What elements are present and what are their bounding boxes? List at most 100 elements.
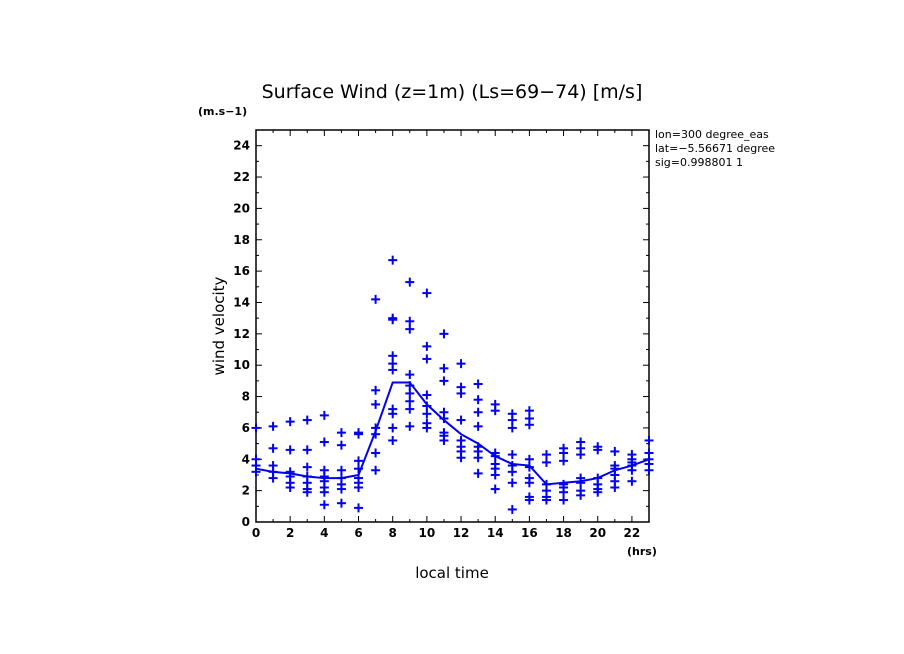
data-point xyxy=(473,453,483,463)
data-point xyxy=(610,446,620,456)
data-point xyxy=(388,255,398,265)
data-point xyxy=(251,423,261,433)
x-tick-label: 12 xyxy=(453,526,470,540)
data-point xyxy=(559,495,569,505)
data-point xyxy=(336,465,346,475)
data-point xyxy=(422,288,432,298)
data-point xyxy=(524,420,534,430)
y-tick-label: 8 xyxy=(242,390,250,404)
data-point xyxy=(388,435,398,445)
data-point xyxy=(490,451,500,461)
y-axis-label: wind velocity xyxy=(210,276,228,375)
data-point xyxy=(507,423,517,433)
y-tick-label: 20 xyxy=(233,201,250,215)
x-tick-label: 8 xyxy=(389,526,397,540)
data-point xyxy=(644,465,654,475)
plot-frame xyxy=(255,129,650,523)
data-point xyxy=(319,410,329,420)
data-point xyxy=(285,483,295,493)
y-tick-label: 18 xyxy=(233,233,250,247)
data-point xyxy=(336,484,346,494)
data-point xyxy=(405,388,415,398)
data-point xyxy=(456,453,466,463)
data-point xyxy=(422,409,432,419)
data-point xyxy=(405,421,415,431)
data-point xyxy=(285,445,295,455)
data-point xyxy=(473,395,483,405)
info-line-lat: lat=−5.56671 degree xyxy=(655,142,775,155)
data-point xyxy=(285,417,295,427)
data-point xyxy=(576,490,586,500)
data-point xyxy=(541,495,551,505)
data-point xyxy=(576,478,586,488)
data-point xyxy=(576,450,586,460)
data-point xyxy=(610,483,620,493)
data-point xyxy=(388,365,398,375)
x-tick-label: 4 xyxy=(320,526,328,540)
y-tick-label: 6 xyxy=(242,421,250,435)
data-point xyxy=(405,316,415,326)
data-point xyxy=(422,390,432,400)
data-point xyxy=(388,315,398,325)
y-tick-label: 0 xyxy=(242,515,250,529)
data-point xyxy=(473,379,483,389)
x-tick-label: 16 xyxy=(521,526,538,540)
data-point xyxy=(541,457,551,467)
x-tick-label: 2 xyxy=(286,526,294,540)
data-point xyxy=(456,359,466,369)
chart-title: Surface Wind (z=1m) (Ls=69−74) [m/s] xyxy=(262,81,643,103)
data-point xyxy=(541,450,551,460)
data-point xyxy=(371,399,381,409)
data-point xyxy=(593,445,603,455)
x-tick-label: 22 xyxy=(624,526,641,540)
data-point xyxy=(644,435,654,445)
data-point xyxy=(388,409,398,419)
data-point xyxy=(302,415,312,425)
x-unit-label: (hrs) xyxy=(627,545,657,558)
data-point xyxy=(524,478,534,488)
x-axis-label: local time xyxy=(415,564,489,582)
data-point xyxy=(627,465,637,475)
x-tick-label: 20 xyxy=(589,526,606,540)
data-point xyxy=(354,464,364,474)
data-point xyxy=(559,448,569,458)
data-point xyxy=(593,487,603,497)
y-tick-label: 24 xyxy=(233,139,250,153)
data-point xyxy=(490,470,500,480)
data-point xyxy=(490,484,500,494)
data-point xyxy=(422,341,432,351)
data-point xyxy=(319,437,329,447)
data-point xyxy=(507,504,517,514)
data-point xyxy=(456,388,466,398)
data-point xyxy=(336,498,346,508)
data-point xyxy=(490,406,500,416)
data-point xyxy=(559,487,569,497)
y-tick-label: 22 xyxy=(233,170,250,184)
data-point xyxy=(388,423,398,433)
y-tick-label: 14 xyxy=(233,295,250,309)
data-point xyxy=(405,277,415,287)
y-tick-label: 12 xyxy=(233,327,250,341)
info-line-sig: sig=0.998801 1 xyxy=(655,156,743,169)
data-marks xyxy=(251,255,654,514)
data-point xyxy=(268,421,278,431)
data-point xyxy=(371,385,381,395)
data-point xyxy=(405,404,415,414)
y-tick-label: 16 xyxy=(233,264,250,278)
data-point xyxy=(507,450,517,460)
y-tick-label: 2 xyxy=(242,484,250,498)
x-tick-label: 0 xyxy=(252,526,260,540)
data-point xyxy=(319,500,329,510)
data-point xyxy=(439,414,449,424)
data-point xyxy=(439,376,449,386)
data-point xyxy=(319,487,329,497)
data-point xyxy=(559,456,569,466)
data-point xyxy=(371,465,381,475)
data-point xyxy=(524,495,534,505)
data-point xyxy=(422,401,432,411)
data-point xyxy=(371,429,381,439)
data-point xyxy=(302,462,312,472)
